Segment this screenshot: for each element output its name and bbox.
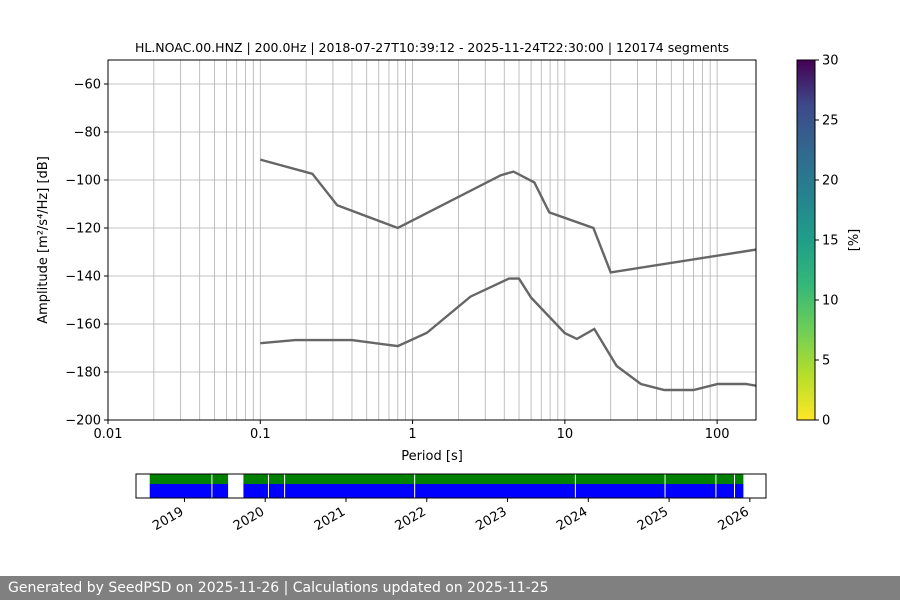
timeline-ticks: 2019 2020 2021 2022 2023 2024 2025 2026 [150,498,752,534]
timeline-tick-label: 2022 [393,504,429,534]
y-tick-label: −200 [65,414,101,429]
colorbar-gradient [796,59,816,421]
colorbar-tick-label: 5 [822,354,830,369]
colorbar-tick-label: 0 [822,414,830,429]
data-availability-timeline: 2019 2020 2021 2022 2023 2024 2025 2026 [135,473,767,534]
x-tick-label: 0.1 [250,427,271,442]
x-tick-label: 10 [557,427,574,442]
x-tick-label: 100 [705,427,730,442]
plot-frame [107,59,757,421]
coverage-span [149,474,229,484]
timeline-tick-label: 2024 [554,504,590,534]
y-tick-label: −100 [65,174,101,189]
timeline-tick-label: 2026 [716,504,752,534]
y-tick-label: −60 [74,78,101,93]
colorbar-tick-label: 25 [822,114,839,129]
coverage-span [243,474,744,484]
timeline-frame [135,473,767,499]
y-axis-label: Amplitude [m²/s⁴/Hz] [dB] [36,156,51,324]
reference-curve-nhnm [259,158,756,274]
timeline-bars [149,474,744,498]
reference-curve-nlnm [260,277,756,392]
data-span [243,484,744,498]
y-tick-label: −120 [65,222,101,237]
model-curves [259,158,756,392]
y-tick-label: −160 [65,318,101,333]
grid-layer [108,60,756,420]
y-axis: −200 −180 −160 −140 −120 −100 −80 −60 [65,78,108,429]
colorbar-ticks: 0 5 10 15 20 25 30 [815,54,839,429]
timeline-tick-label: 2021 [312,504,348,534]
timeline-tick-label: 2023 [473,504,509,534]
footer-bar: Generated by SeedPSD on 2025-11-26 | Cal… [0,576,900,600]
colorbar-tick-label: 10 [822,294,839,309]
chart-title: HL.NOAC.00.HNZ | 200.0Hz | 2018-07-27T10… [135,40,729,55]
colorbar-tick-label: 30 [822,54,839,69]
colorbar: 0 5 10 15 20 25 30 [%] [796,54,862,429]
colorbar-tick-label: 20 [822,174,839,189]
y-tick-label: −80 [74,126,101,141]
x-tick-label: 0.01 [94,427,123,442]
data-span [149,484,229,498]
colorbar-label: [%] [847,229,862,252]
y-tick-label: −180 [65,366,101,381]
timeline-tick-label: 2020 [231,504,267,534]
timeline-tick-label: 2025 [635,504,671,534]
x-tick-label: 1 [408,427,416,442]
timeline-tick-label: 2019 [150,504,186,534]
psd-plot: HL.NOAC.00.HNZ | 200.0Hz | 2018-07-27T10… [36,40,757,464]
x-axis: 0.01 0.1 1 10 100 [94,420,730,442]
colorbar-tick-label: 15 [822,234,839,249]
footer-text: Generated by SeedPSD on 2025-11-26 | Cal… [8,580,549,596]
y-tick-label: −140 [65,270,101,285]
x-axis-label: Period [s] [401,449,463,464]
